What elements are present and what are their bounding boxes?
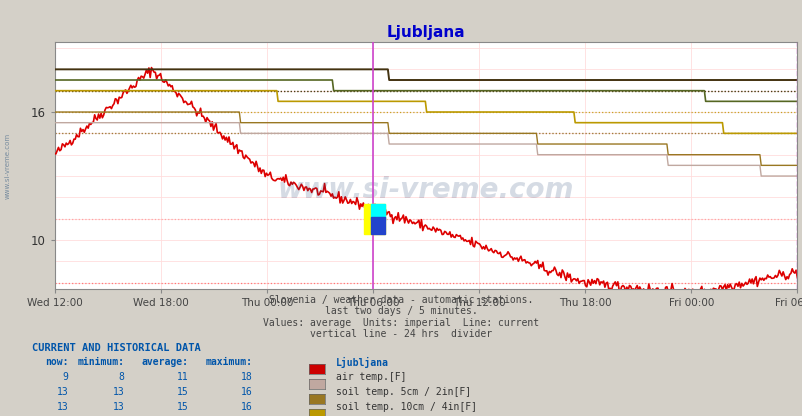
Text: 13: 13 bbox=[112, 386, 124, 396]
Text: 8: 8 bbox=[119, 371, 124, 381]
Text: 13: 13 bbox=[112, 401, 124, 411]
Text: minimum:: minimum: bbox=[77, 357, 124, 366]
Text: 18: 18 bbox=[241, 371, 253, 381]
Text: 13: 13 bbox=[56, 401, 68, 411]
Text: 9: 9 bbox=[63, 371, 68, 381]
Text: air temp.[F]: air temp.[F] bbox=[335, 371, 406, 381]
Text: www.si-vreme.com: www.si-vreme.com bbox=[277, 176, 573, 204]
Text: 15: 15 bbox=[176, 401, 188, 411]
Text: 11: 11 bbox=[176, 371, 188, 381]
Text: maximum:: maximum: bbox=[205, 357, 253, 366]
Text: 15: 15 bbox=[176, 386, 188, 396]
Text: www.si-vreme.com: www.si-vreme.com bbox=[5, 134, 10, 199]
Bar bbox=[363, 204, 384, 234]
Text: CURRENT AND HISTORICAL DATA: CURRENT AND HISTORICAL DATA bbox=[32, 343, 200, 353]
Text: soil temp. 5cm / 2in[F]: soil temp. 5cm / 2in[F] bbox=[335, 386, 470, 396]
Bar bbox=[371, 217, 384, 234]
Text: 13: 13 bbox=[56, 386, 68, 396]
Text: 16: 16 bbox=[241, 386, 253, 396]
Text: Slovenia / weather data - automatic stations.: Slovenia / weather data - automatic stat… bbox=[269, 295, 533, 305]
Text: 16: 16 bbox=[241, 401, 253, 411]
Title: Ljubljana: Ljubljana bbox=[387, 25, 464, 40]
Text: Values: average  Units: imperial  Line: current: Values: average Units: imperial Line: cu… bbox=[263, 318, 539, 328]
Bar bbox=[371, 204, 384, 220]
Text: soil temp. 10cm / 4in[F]: soil temp. 10cm / 4in[F] bbox=[335, 401, 476, 411]
Text: last two days / 5 minutes.: last two days / 5 minutes. bbox=[325, 306, 477, 316]
Text: vertical line - 24 hrs  divider: vertical line - 24 hrs divider bbox=[310, 329, 492, 339]
Text: Ljubljana: Ljubljana bbox=[335, 357, 388, 368]
Text: now:: now: bbox=[45, 357, 68, 366]
Text: average:: average: bbox=[141, 357, 188, 366]
